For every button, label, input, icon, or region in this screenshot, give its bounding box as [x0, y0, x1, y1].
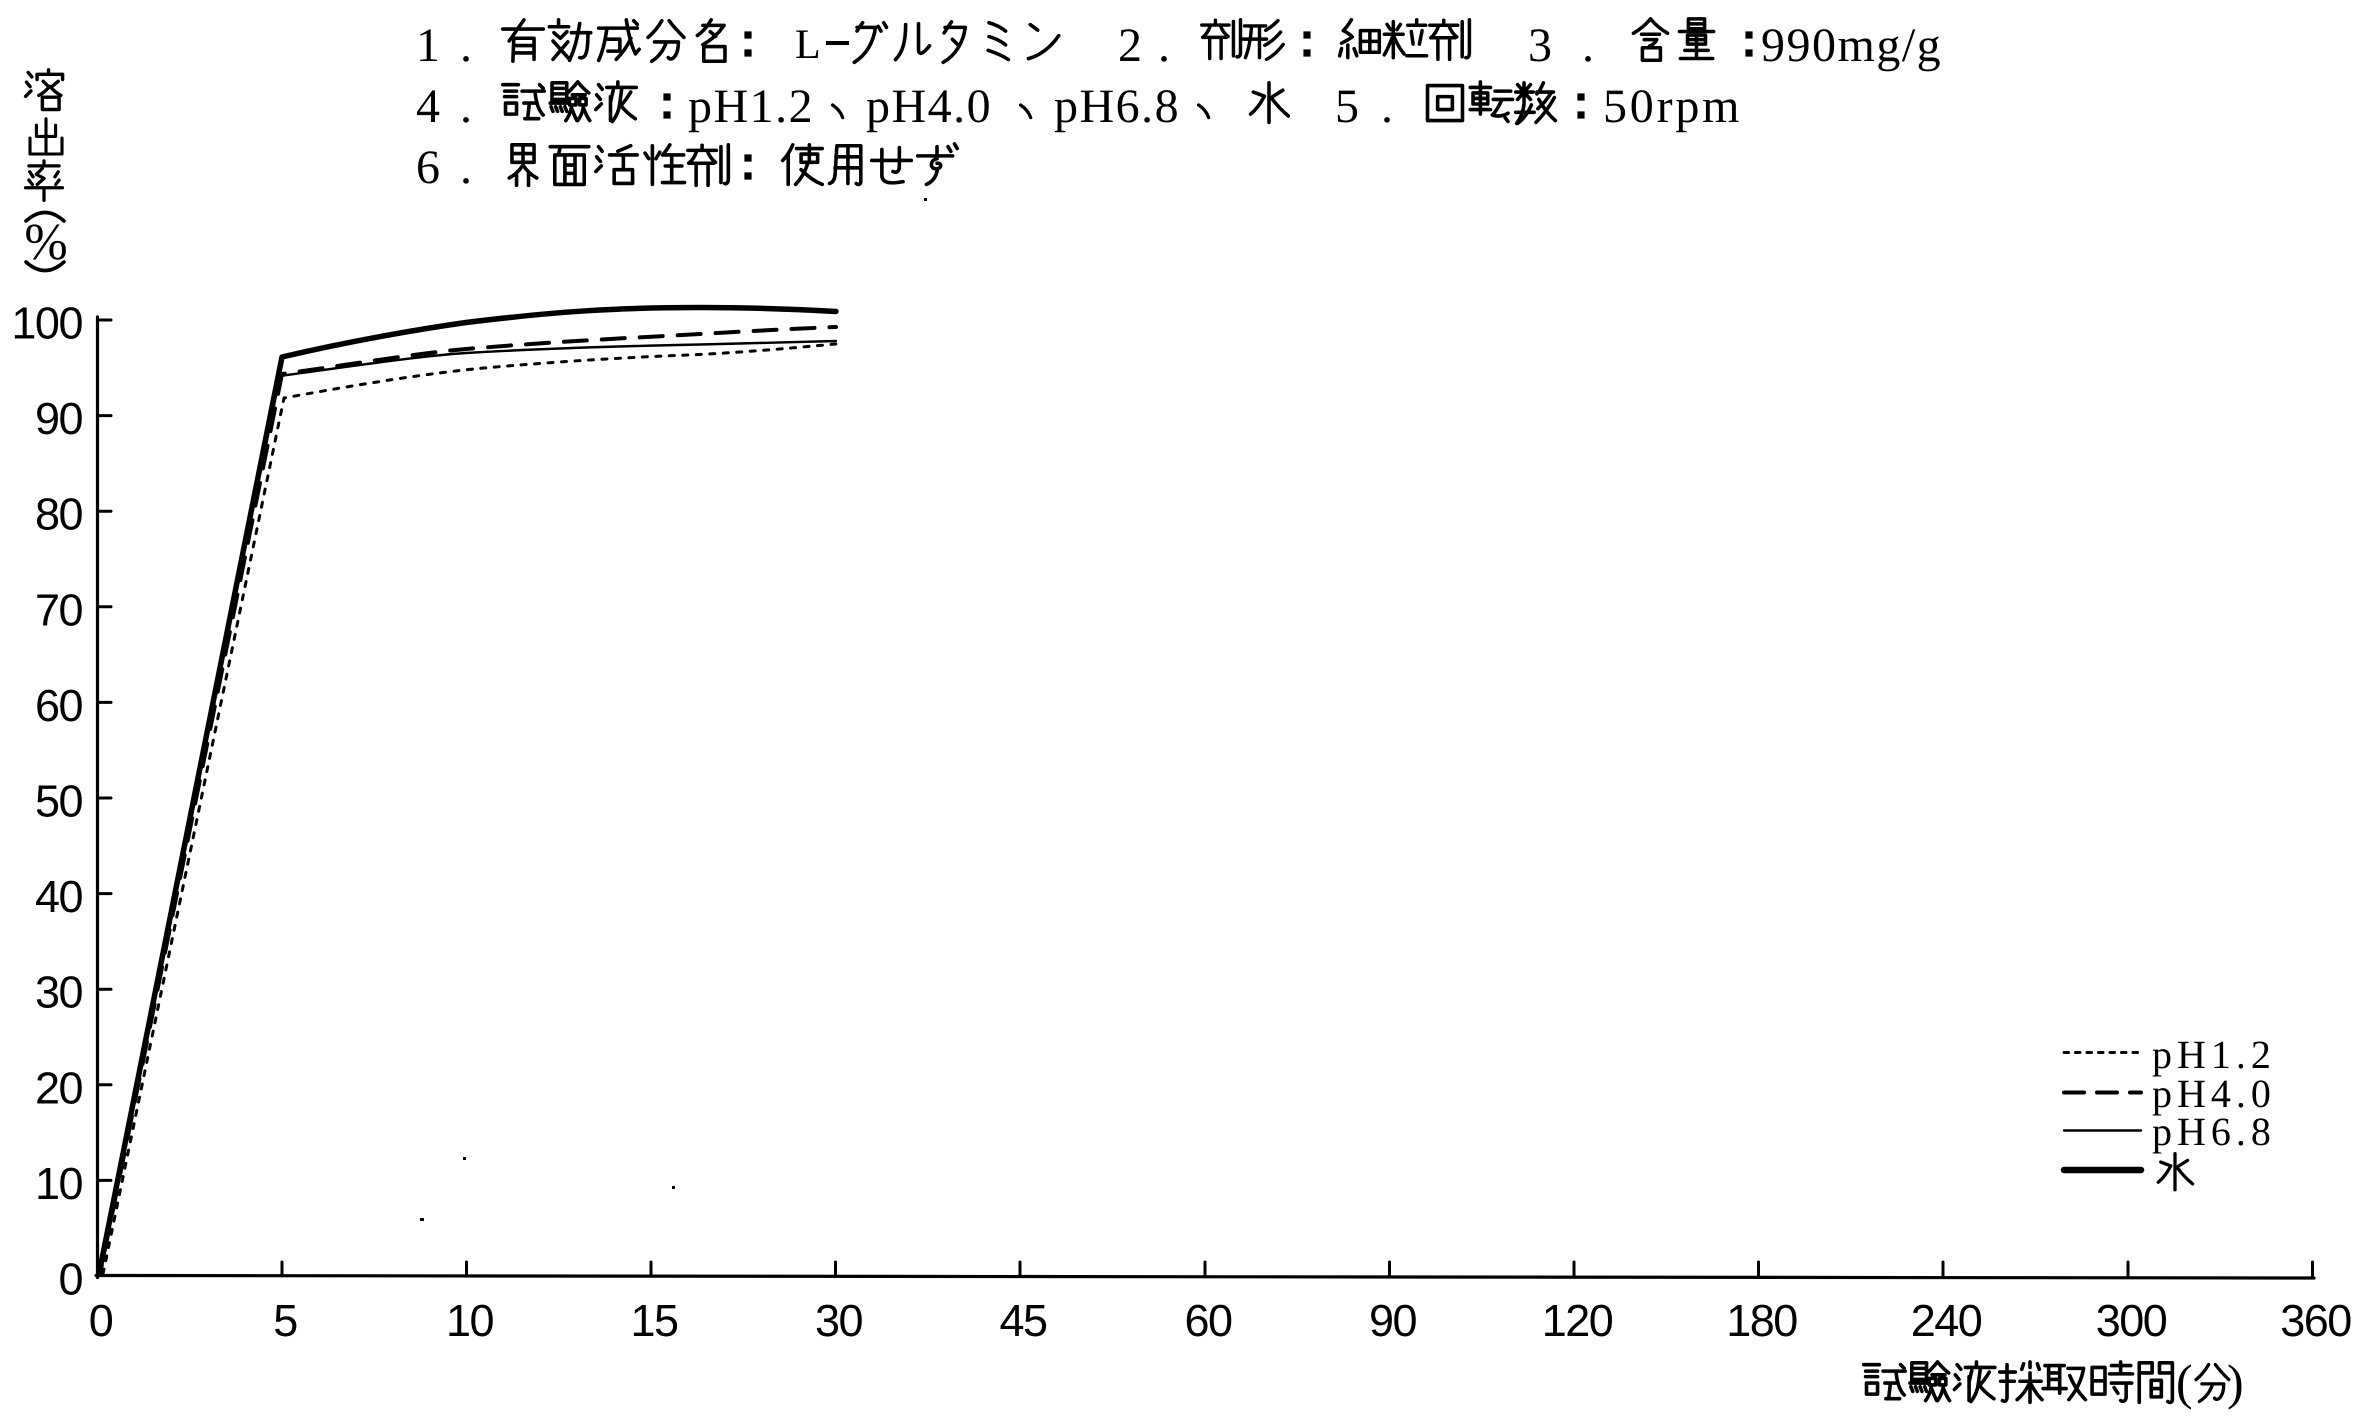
svg-text:80: 80 — [35, 489, 83, 540]
svg-text:2: 2 — [1118, 19, 1144, 72]
svg-text:30: 30 — [815, 1295, 863, 1346]
svg-text:10: 10 — [35, 1158, 83, 1209]
svg-text:pH1.2: pH1.2 — [2152, 1032, 2276, 1077]
svg-text:20: 20 — [35, 1062, 83, 1113]
svg-text:5: 5 — [1335, 80, 1361, 133]
svg-text:.: . — [1582, 19, 1596, 72]
svg-text:300: 300 — [2096, 1295, 2167, 1346]
svg-text:6: 6 — [416, 141, 442, 194]
svg-text:50: 50 — [35, 776, 83, 827]
svg-text:L: L — [795, 22, 822, 68]
svg-text:3: 3 — [1528, 19, 1554, 72]
svg-text:pH4.0: pH4.0 — [2152, 1071, 2276, 1116]
svg-text:1: 1 — [416, 19, 442, 72]
svg-text:180: 180 — [1726, 1295, 1797, 1346]
svg-text:120: 120 — [1542, 1295, 1613, 1346]
svg-text:pH6.8: pH6.8 — [1054, 80, 1180, 133]
svg-text:.: . — [460, 19, 474, 72]
svg-text:15: 15 — [630, 1295, 678, 1346]
svg-text:%: % — [24, 214, 67, 271]
svg-text:30: 30 — [35, 967, 83, 1018]
svg-text:pH4.0: pH4.0 — [866, 80, 992, 133]
svg-text:0: 0 — [58, 1254, 82, 1305]
svg-text:360: 360 — [2280, 1295, 2351, 1346]
svg-text:4: 4 — [416, 80, 442, 133]
svg-text:10: 10 — [446, 1295, 494, 1346]
svg-text:5: 5 — [273, 1295, 297, 1346]
svg-text:50rpm: 50rpm — [1603, 80, 1742, 133]
svg-text:pH6.8: pH6.8 — [2152, 1109, 2276, 1154]
svg-text:100: 100 — [11, 298, 82, 349]
svg-text:45: 45 — [999, 1295, 1047, 1346]
svg-text:): ) — [2227, 1354, 2244, 1410]
svg-text:.: . — [460, 80, 474, 133]
svg-text:.: . — [460, 141, 474, 194]
svg-text:0: 0 — [89, 1295, 113, 1346]
svg-text:60: 60 — [1184, 1295, 1232, 1346]
svg-text:70: 70 — [35, 584, 83, 635]
svg-text:990mg/g: 990mg/g — [1761, 19, 1942, 72]
svg-text:.: . — [1381, 80, 1395, 133]
svg-text:40: 40 — [35, 871, 83, 922]
svg-text:(: ( — [2176, 1354, 2193, 1410]
svg-text:90: 90 — [1369, 1295, 1417, 1346]
svg-text:pH1.2: pH1.2 — [688, 80, 814, 133]
svg-text:240: 240 — [1911, 1295, 1982, 1346]
svg-text:60: 60 — [35, 680, 83, 731]
svg-text:90: 90 — [35, 393, 83, 444]
svg-text:.: . — [1158, 19, 1172, 72]
